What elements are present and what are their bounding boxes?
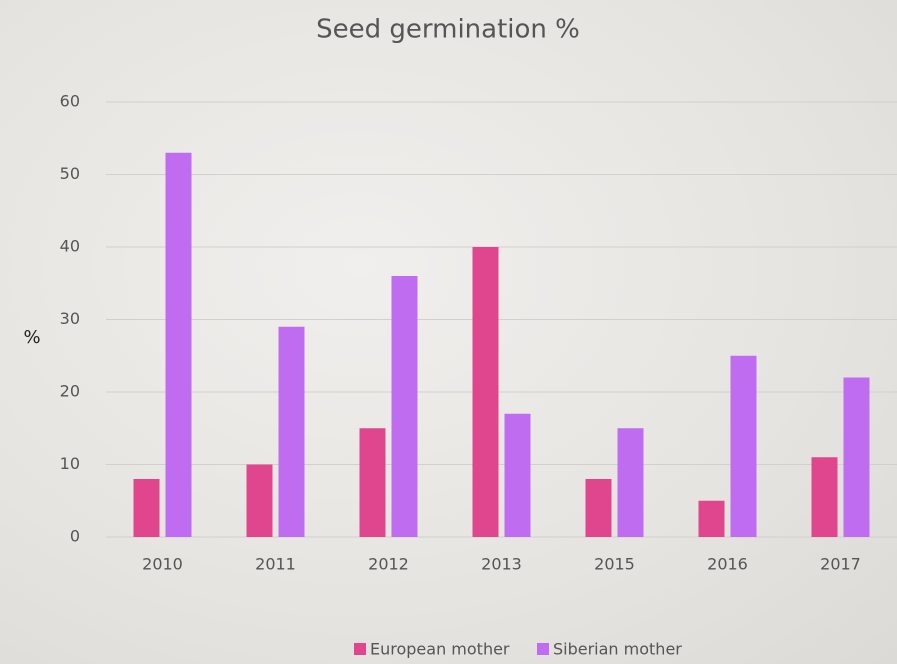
- y-tick-label: 30: [60, 309, 80, 328]
- bar: [359, 428, 386, 537]
- legend-label: Siberian mother: [553, 640, 682, 659]
- y-tick-label: 40: [60, 237, 80, 256]
- bar: [165, 152, 192, 537]
- x-tick-label: 2017: [820, 555, 861, 574]
- x-tick-label: 2011: [255, 555, 296, 574]
- bar: [246, 464, 273, 537]
- x-tick-label: 2012: [368, 555, 409, 574]
- bar: [133, 479, 160, 537]
- chart-title: Seed germination %: [316, 15, 580, 45]
- x-tick-label: 2016: [707, 555, 748, 574]
- y-axis-label: %: [23, 327, 40, 348]
- legend-swatch: [354, 643, 366, 655]
- y-tick-label: 10: [60, 454, 80, 473]
- y-tick-label: 0: [70, 527, 80, 546]
- x-tick-label: 2013: [481, 555, 522, 574]
- bar: [391, 276, 418, 537]
- legend-label: European mother: [370, 640, 510, 659]
- x-tick-label: 2015: [594, 555, 635, 574]
- y-tick-label: 60: [60, 92, 80, 111]
- x-tick-label: 2010: [142, 555, 183, 574]
- bar: [472, 247, 499, 537]
- y-tick-label: 20: [60, 382, 80, 401]
- bar: [730, 355, 757, 537]
- legend-swatch: [537, 643, 549, 655]
- bar: [504, 413, 531, 537]
- bar: [843, 377, 870, 537]
- bar: [278, 326, 305, 537]
- bar: [811, 457, 838, 537]
- y-tick-label: 50: [60, 164, 80, 183]
- bar: [698, 500, 725, 537]
- bar: [585, 479, 612, 537]
- bar: [617, 428, 644, 537]
